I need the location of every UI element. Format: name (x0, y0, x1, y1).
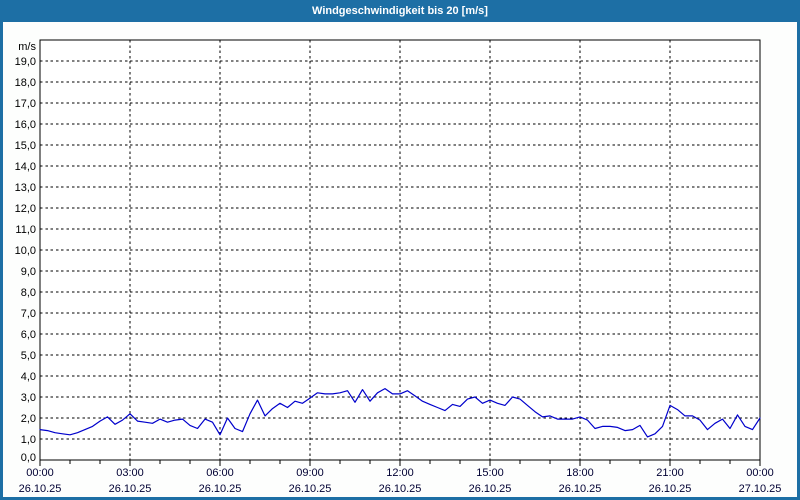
y-tick-label: 18,0 (15, 77, 36, 89)
x-time-label: 00:00 (746, 467, 774, 479)
y-tick-label: 19,0 (15, 56, 36, 68)
y-tick-label: 15,0 (15, 140, 36, 152)
window-titlebar: Windgeschwindigkeit bis 20 [m/s] (0, 0, 800, 22)
x-axis-labels: 00:00 26.10.25 03:00 26.10.25 06:00 26.10.25 0… (19, 467, 782, 495)
x-date-label: 26.10.25 (379, 483, 422, 495)
x-time-label: 06:00 (206, 467, 234, 479)
window-title: Windgeschwindigkeit bis 20 [m/s] (312, 5, 488, 17)
x-date-label: 26.10.25 (109, 483, 152, 495)
x-date-label: 27.10.25 (739, 483, 782, 495)
y-tick-label: 3,0 (21, 392, 36, 404)
y-tick-label: 17,0 (15, 98, 36, 110)
x-time-label: 03:00 (116, 467, 144, 479)
y-tick-label: 2,0 (21, 413, 36, 425)
y-tick-label: 1,0 (21, 434, 36, 446)
y-axis-labels: 0,0 1,0 2,0 3,0 4,0 5,0 6,0 7,0 8,0 9,0 10,0 11,0 12… (15, 41, 37, 464)
x-time-label: 21:00 (656, 467, 684, 479)
y-tick-label: 6,0 (21, 329, 36, 341)
y-tick-label: 4,0 (21, 371, 36, 383)
x-time-label: 18:00 (566, 467, 594, 479)
x-date-label: 26.10.25 (199, 483, 242, 495)
x-date-label: 26.10.25 (19, 483, 62, 495)
y-tick-label: 9,0 (21, 266, 36, 278)
y-tick-label: 11,0 (15, 224, 36, 236)
x-time-label: 15:00 (476, 467, 504, 479)
x-date-label: 26.10.25 (469, 483, 512, 495)
y-tick-label: 14,0 (15, 161, 36, 173)
x-date-label: 26.10.25 (559, 483, 602, 495)
y-tick-label: 0,0 (21, 452, 36, 464)
y-tick-label: 8,0 (21, 287, 36, 299)
x-time-label: 09:00 (296, 467, 324, 479)
x-time-label: 12:00 (386, 467, 414, 479)
wind-speed-series-line (39, 388, 761, 438)
y-tick-label: 10,0 (15, 245, 36, 257)
x-date-label: 26.10.25 (289, 483, 332, 495)
y-tick-label: 5,0 (21, 350, 36, 362)
x-date-label: 26.10.25 (649, 483, 692, 495)
y-axis-unit-label: m/s (18, 41, 36, 53)
y-tick-label: 16,0 (15, 119, 36, 131)
y-tick-label: 7,0 (21, 308, 36, 320)
x-time-label: 00:00 (26, 467, 54, 479)
x-axis-ticks (39, 460, 761, 466)
gridlines (40, 40, 760, 460)
y-tick-label: 12,0 (15, 203, 36, 215)
y-tick-label: 13,0 (15, 182, 36, 194)
